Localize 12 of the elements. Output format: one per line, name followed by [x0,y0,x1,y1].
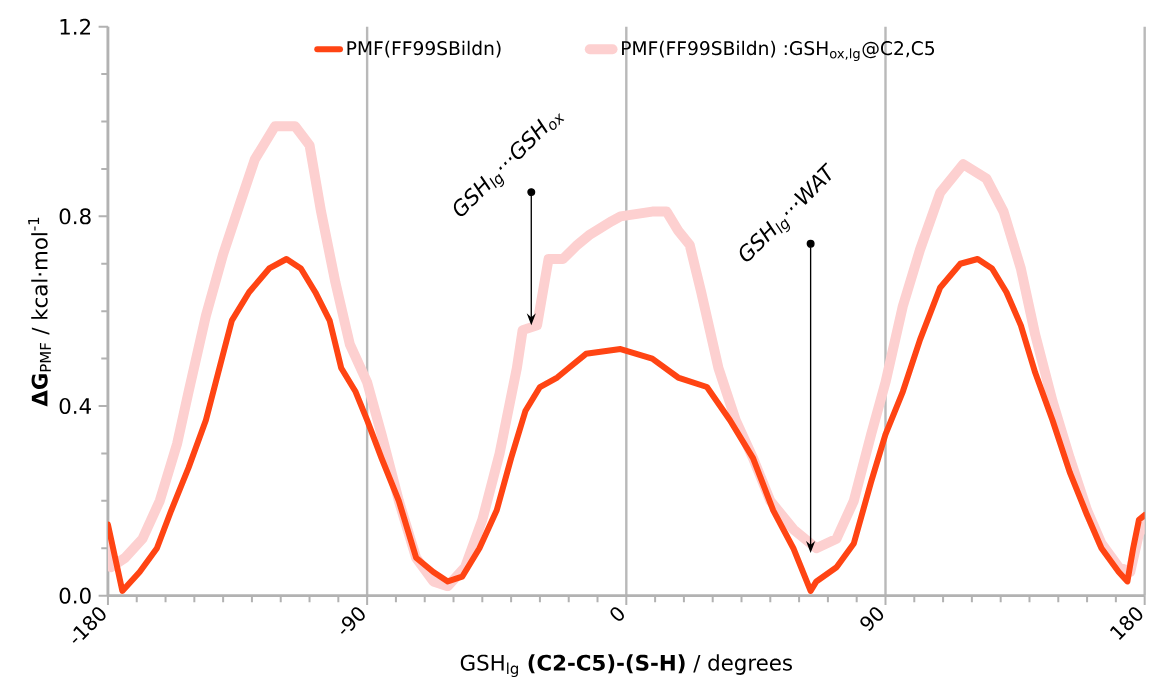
legend-label: PMF(FF99SBildn) [347,40,501,58]
x-tick-label: 0 [610,607,624,621]
y-tick-label: 0.0 [59,587,91,604]
x-tick-label: 90 [860,607,884,631]
y-tick-label: 0.4 [59,397,91,414]
legend-label: PMF(FF99SBildn) :GSH$_{ox,lg}$@C2,C5 [622,40,935,61]
y-axis-title: ΔG$_{PMF}$ / kcal·mol$^{-1}$ [28,217,51,407]
x-tick-label: -90 [340,607,365,634]
y-tick-label: 0.8 [59,208,91,225]
x-axis-title: GSH$_{lg}$ (C2-C5)-(S-H) / degrees [460,654,792,677]
y-tick-label: 1.2 [60,18,90,35]
x-tick-label: 180 [1110,607,1143,640]
